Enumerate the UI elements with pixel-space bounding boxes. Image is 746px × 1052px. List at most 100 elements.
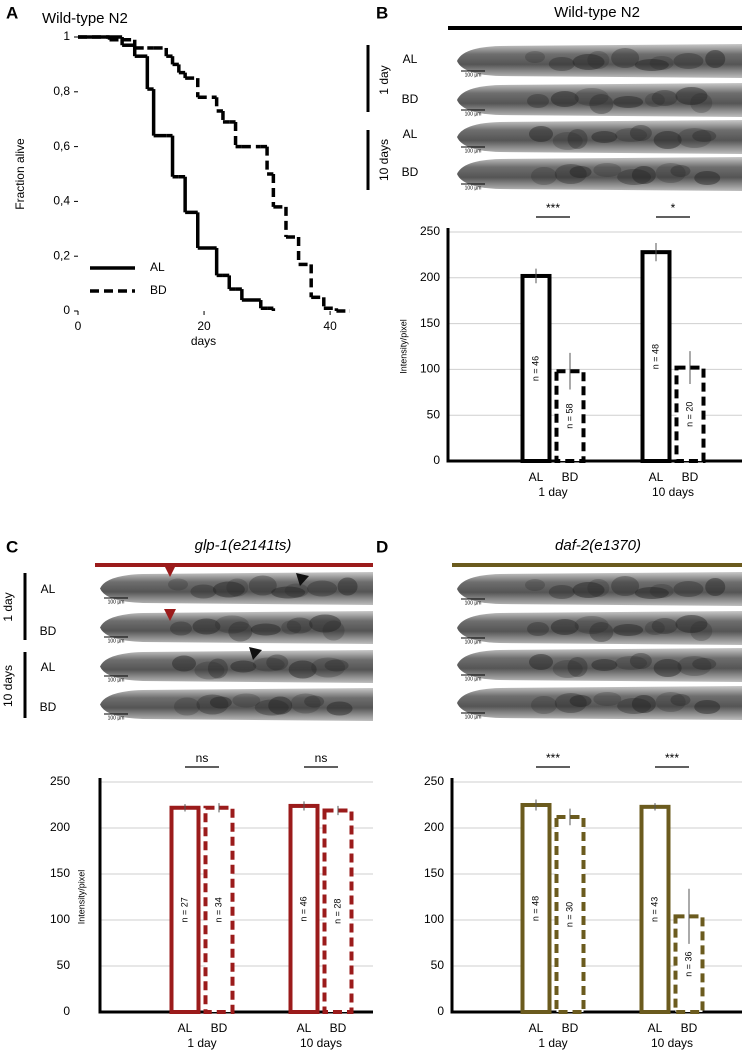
micrograph-texture	[529, 126, 553, 142]
n-label: n = 20	[684, 402, 694, 427]
micrograph-texture	[232, 693, 261, 708]
micrograph-texture	[284, 583, 309, 598]
y-tick-label: 150	[420, 316, 440, 330]
micrograph-texture	[651, 90, 678, 106]
panel-letter: B	[376, 3, 388, 22]
micrograph-texture	[705, 50, 726, 68]
micrograph-texture	[324, 659, 349, 672]
micrograph-texture	[248, 575, 277, 596]
n-label: n = 43	[649, 897, 659, 922]
micrograph-texture	[631, 695, 656, 713]
scale-bar-label: 100 µm	[108, 599, 125, 605]
micrograph-texture	[629, 653, 652, 669]
scale-bar-label: 100 µm	[465, 185, 482, 191]
arrowhead	[164, 609, 176, 621]
arrowhead	[164, 565, 176, 577]
micrograph-texture	[527, 94, 549, 108]
micrograph-texture	[226, 578, 249, 597]
y-axis-label: Fraction alive	[13, 138, 27, 210]
micrograph-texture	[673, 581, 704, 597]
micrograph-texture	[572, 54, 605, 70]
x-tick-label: AL	[529, 1021, 544, 1035]
micrograph-texture	[268, 696, 293, 715]
image-label: BD	[402, 165, 419, 179]
panel-title: glp-1(e2141ts)	[195, 537, 292, 554]
y-tick-label: 200	[50, 820, 70, 834]
micrograph-texture	[281, 620, 302, 635]
x-tick-label: BD	[681, 1021, 698, 1035]
micrograph-texture	[172, 655, 196, 672]
micrograph-texture	[634, 59, 669, 71]
y-tick-label: 0	[433, 453, 440, 467]
micrograph	[100, 688, 373, 721]
x-tick-label: AL	[648, 1021, 663, 1035]
micrograph-texture	[629, 125, 652, 141]
micrograph-texture	[550, 91, 579, 107]
group-label: 10 days	[651, 1036, 693, 1050]
y-tick-label: 50	[57, 958, 71, 972]
y-tick-label: 150	[50, 866, 70, 880]
micrograph-texture	[651, 618, 678, 634]
micrograph-texture	[591, 659, 618, 671]
micrograph-texture	[675, 615, 708, 633]
x-axis-label: days	[191, 334, 216, 348]
micrograph-texture	[170, 621, 192, 636]
micrograph-texture	[611, 48, 640, 68]
micrograph-texture	[615, 656, 648, 670]
row-label: 10 days	[377, 139, 391, 181]
micrograph	[457, 686, 742, 720]
micrograph-texture	[194, 661, 225, 680]
y-tick-label: 250	[50, 774, 70, 788]
scale-bar-label: 100 µm	[465, 639, 482, 645]
micrograph-texture	[525, 579, 545, 591]
micrograph-texture	[174, 697, 200, 716]
micrograph-texture	[587, 51, 610, 69]
y-tick-label: 200	[420, 270, 440, 284]
panel-title: Wild-type N2	[554, 4, 640, 21]
micrograph-texture	[196, 694, 229, 715]
row-label: 1 day	[377, 65, 391, 94]
micrograph-texture	[552, 660, 583, 678]
x-tick-label: AL	[649, 470, 664, 484]
micrograph	[457, 572, 742, 606]
significance-label: ***	[665, 751, 679, 765]
micrograph-texture	[168, 578, 188, 591]
micrograph-texture	[670, 694, 691, 706]
micrograph-texture	[266, 654, 289, 671]
micrograph-texture	[649, 584, 674, 598]
y-tick-label: 0,8	[53, 84, 70, 98]
micrograph-texture	[611, 576, 640, 596]
micrograph-texture	[531, 696, 557, 714]
scale-bar-label: 100 µm	[465, 148, 482, 154]
n-label: n = 28	[332, 899, 342, 924]
scale-bar-label: 100 µm	[465, 111, 482, 117]
y-tick-label: 0	[437, 1004, 444, 1018]
micrograph-texture	[271, 586, 306, 599]
micrograph-texture	[322, 620, 345, 641]
legend-label: BD	[150, 283, 167, 297]
micrograph-texture	[567, 657, 588, 677]
micrograph-texture	[574, 88, 609, 106]
micrograph-texture	[254, 699, 289, 716]
micrograph-texture	[212, 581, 245, 598]
bar	[640, 250, 672, 463]
micrograph-texture	[252, 657, 285, 672]
panels: A Wild-type N2 0 0,2 0,4 0,6 0,8 1 0 20 40 days Frac…	[1, 3, 742, 1050]
micrograph-texture	[617, 698, 652, 714]
micrograph-texture	[694, 171, 721, 185]
micrograph-texture	[675, 87, 708, 105]
micrograph-texture	[644, 621, 665, 635]
scale-bar-label: 100 µm	[108, 677, 125, 683]
significance-label: ns	[315, 751, 328, 765]
micrograph-texture	[552, 132, 583, 150]
micrograph-texture	[525, 51, 545, 63]
group-label: 1 day	[187, 1036, 216, 1050]
y-tick-label: 250	[420, 224, 440, 238]
y-tick-label: 0	[63, 1004, 70, 1018]
scale-bar-label: 100 µm	[465, 714, 482, 720]
micrograph-texture	[230, 660, 257, 673]
y-tick-label: 0	[63, 303, 70, 317]
group-label: 1 day	[538, 1036, 567, 1050]
micrograph-texture	[653, 659, 682, 677]
